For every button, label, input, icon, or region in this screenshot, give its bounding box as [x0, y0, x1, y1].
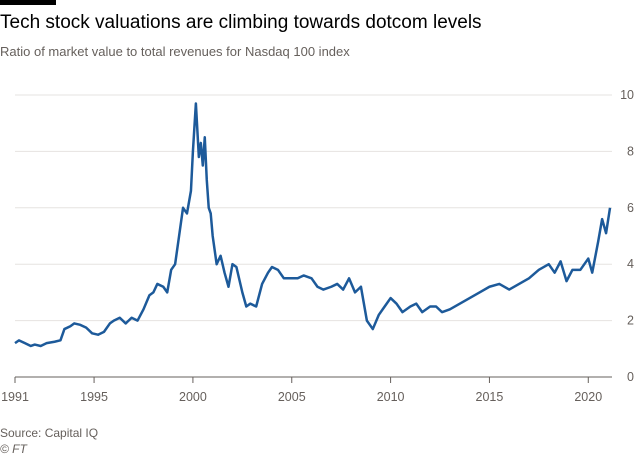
y-tick-label: 6 [627, 201, 634, 215]
x-tick-label: 2005 [278, 390, 306, 404]
x-tick-label: 2015 [476, 390, 504, 404]
y-tick-label: 2 [627, 314, 634, 328]
chart-title: Tech stock valuations are climbing towar… [0, 12, 482, 33]
x-tick-label: 2010 [377, 390, 405, 404]
x-tick-label: 1995 [80, 390, 108, 404]
x-tick-label: 2000 [179, 390, 207, 404]
y-tick-label: 10 [620, 88, 634, 102]
source: Source: Capital IQ [0, 426, 98, 440]
x-tick-label: 2020 [574, 390, 602, 404]
brand-bar [0, 0, 56, 5]
y-tick-label: 4 [627, 257, 634, 271]
data-line [14, 102, 612, 348]
chart-subtitle: Ratio of market value to total revenues … [0, 44, 350, 59]
x-tick-label: 1991 [1, 390, 29, 404]
credit: © FT [0, 442, 29, 456]
y-tick-label: 0 [627, 370, 634, 384]
y-tick-label: 8 [627, 144, 634, 158]
